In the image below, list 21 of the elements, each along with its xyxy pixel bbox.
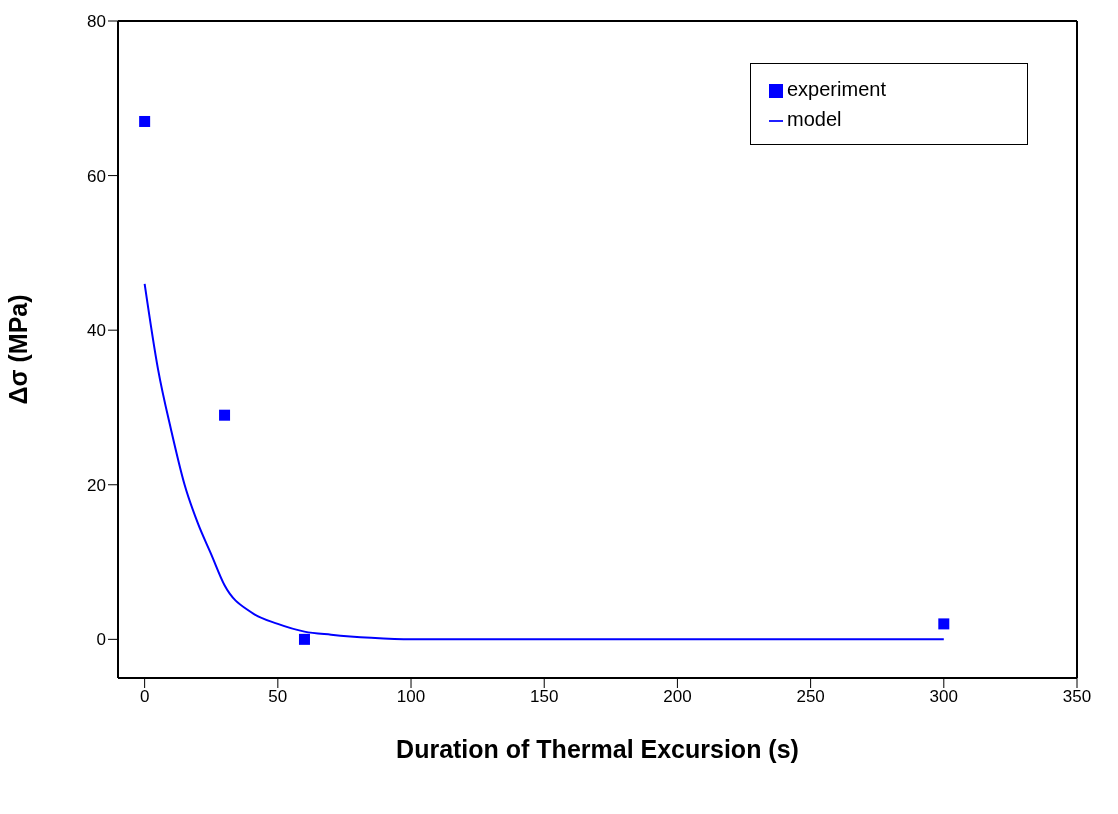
x-tick-label: 350: [1062, 687, 1092, 707]
y-tick-label: 20: [87, 475, 106, 495]
x-tick-label: 200: [663, 687, 692, 707]
y-axis-title: Δσ (MPa): [3, 294, 32, 405]
y-tick-label: 60: [87, 166, 106, 186]
x-tick-label: 250: [796, 687, 825, 707]
y-tick-label: 80: [87, 12, 106, 32]
x-tick-label: 150: [530, 687, 559, 707]
x-tick-label: 50: [268, 687, 288, 707]
y-tick-label: 40: [87, 321, 106, 341]
x-tick-label: 0: [139, 687, 150, 707]
y-tick-label: 0: [96, 630, 106, 650]
legend-label: experiment: [787, 78, 886, 100]
point: [219, 409, 231, 421]
x-tick-label: 300: [929, 687, 958, 707]
point: [298, 633, 310, 645]
point: [938, 618, 950, 630]
x-axis-title: Duration of Thermal Excursion (s): [396, 735, 799, 763]
point: [139, 115, 151, 127]
x-tick-label: 100: [396, 687, 426, 707]
legend-label: model: [787, 108, 842, 130]
